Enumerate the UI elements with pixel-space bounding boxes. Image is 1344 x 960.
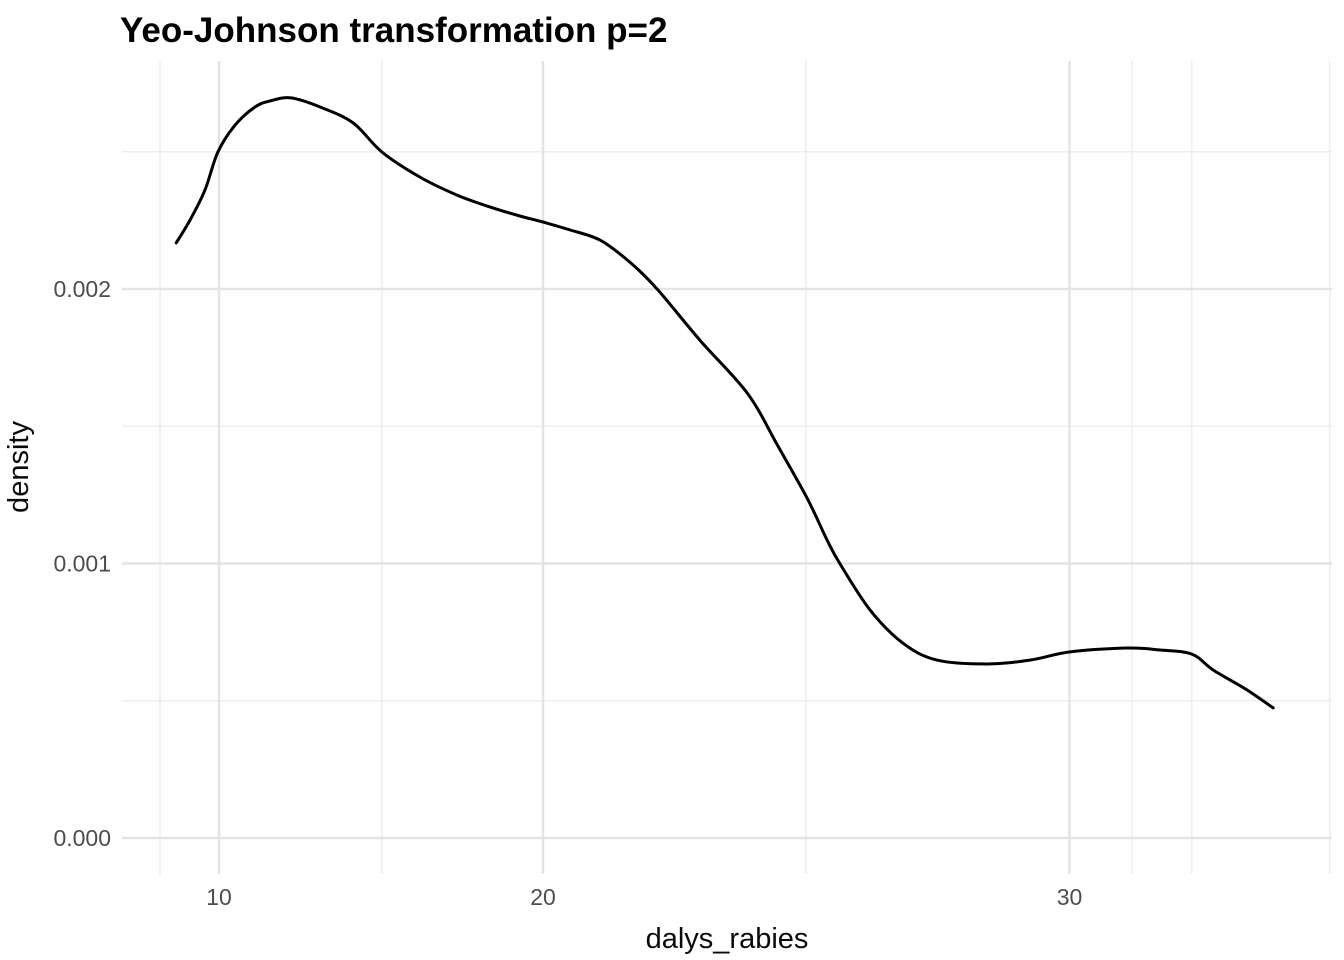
x-tick-label: 30 [1057,884,1083,910]
y-tick-label: 0.002 [53,276,111,302]
y-tick-label: 0.000 [53,825,111,851]
y-axis-tick-labels: 0.000 0.001 0.002 [53,276,111,851]
density-curve [174,96,1275,710]
major-gridlines [122,61,1332,874]
x-axis-tick-labels: 10 20 30 [206,884,1082,910]
x-axis-title: dalys_rabies [646,923,809,955]
y-tick-label: 0.001 [53,551,111,577]
minor-gridlines [122,61,1332,874]
chart-title: Yeo-Johnson transformation p=2 [120,11,667,50]
x-tick-label: 10 [206,884,232,910]
y-axis-title: density [3,421,35,513]
x-tick-label: 20 [530,884,556,910]
